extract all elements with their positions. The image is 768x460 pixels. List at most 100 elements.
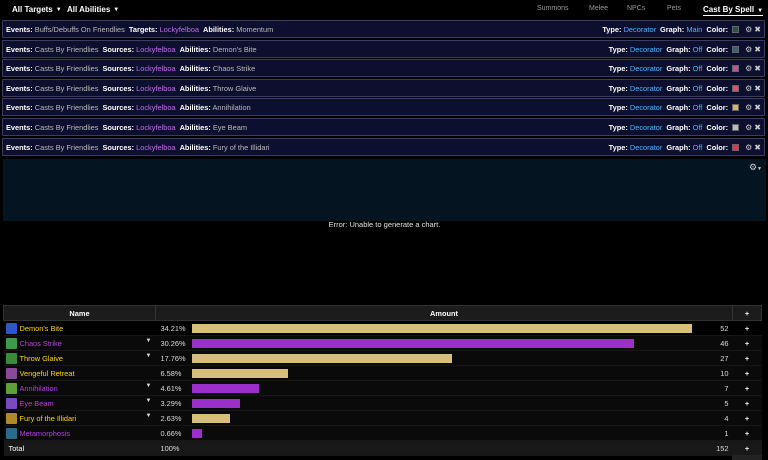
row-add-button[interactable]: +	[732, 395, 762, 411]
table-row[interactable]: Fury of the Illidari ▼ 2.63% 4 +	[3, 410, 762, 426]
gear-icon[interactable]: ⚙	[745, 103, 753, 113]
caret-down-icon[interactable]: ▼	[145, 338, 152, 344]
graph-value[interactable]: Off	[692, 64, 703, 74]
color-swatch[interactable]	[732, 65, 740, 73]
row-add-button[interactable]: +	[732, 335, 762, 351]
caret-down-icon: ▼	[757, 166, 762, 172]
tab-pets[interactable]: Pets	[667, 5, 682, 12]
tab-summons[interactable]: Summons	[537, 5, 569, 12]
table-row[interactable]: Vengeful Retreat 6.58% 10 +	[3, 365, 762, 381]
close-icon[interactable]: ✖	[754, 122, 761, 132]
caret-down-icon[interactable]: ▼	[145, 413, 152, 419]
amount-cell: 6.58% 10	[155, 365, 733, 381]
ability-name[interactable]: Eye Beam	[19, 398, 54, 408]
caret-down-icon: ▼	[55, 7, 62, 13]
gear-icon[interactable]: ⚙	[745, 142, 753, 152]
table-row[interactable]: Throw Glaive ▼ 17.76% 27 +	[3, 350, 762, 366]
gear-icon[interactable]: ⚙	[745, 64, 753, 74]
amount-cell: 17.76% 27	[155, 350, 733, 366]
tab-melee[interactable]: Melee	[589, 5, 609, 12]
type-value[interactable]: Decorator	[629, 44, 663, 54]
caret-down-icon[interactable]: ▼	[145, 353, 152, 359]
row-add-button[interactable]: +	[732, 410, 762, 426]
gear-icon[interactable]: ⚙	[745, 122, 753, 132]
ability-name[interactable]: Metamorphosis	[19, 428, 71, 438]
ability-name[interactable]: Vengeful Retreat	[19, 368, 75, 378]
source-label: Sources:	[102, 64, 135, 74]
type-value[interactable]: Decorator	[629, 64, 663, 74]
filter-row[interactable]: Events: Casts By Friendlies Sources: Lock…	[2, 39, 765, 58]
table-row[interactable]: Eye Beam ▼ 3.29% 5 +	[3, 395, 762, 411]
type-value[interactable]: Decorator	[629, 103, 663, 113]
row-add-button[interactable]: +	[732, 350, 762, 366]
tab-npcs[interactable]: NPCs	[627, 5, 646, 12]
graph-value[interactable]: Main	[686, 25, 703, 34]
top-bar: All Targets ▼ All Abilities ▼ Summons Mele…	[0, 0, 768, 18]
color-swatch[interactable]	[732, 84, 740, 92]
caret-down-icon[interactable]: ▼	[145, 383, 152, 389]
color-swatch[interactable]	[732, 123, 740, 131]
row-add-button[interactable]: +	[732, 380, 762, 396]
filter-row[interactable]: Events: Casts By Friendlies Sources: Lock…	[2, 137, 765, 156]
filter-row[interactable]: Events: Casts By Friendlies Sources: Lock…	[2, 98, 765, 117]
filter-options: Type: Decorator Graph: Off Color: ⚙ ✖	[609, 84, 761, 93]
ability-name[interactable]: Annihilation	[19, 383, 58, 393]
graph-value[interactable]: Off	[692, 122, 703, 132]
spell-icon	[5, 337, 17, 349]
color-swatch[interactable]	[732, 143, 740, 151]
table-row[interactable]: Demon's Bite 34.21% 52 +	[3, 320, 762, 336]
close-icon[interactable]: ✖	[754, 25, 761, 34]
all-targets-dropdown[interactable]: All Targets ▼	[12, 5, 62, 14]
bottom-scroll-button[interactable]	[732, 455, 762, 460]
row-add-button[interactable]: +	[732, 425, 762, 441]
type-value[interactable]: Decorator	[629, 83, 663, 93]
close-icon[interactable]: ✖	[754, 44, 761, 54]
add-column-button[interactable]: +	[732, 305, 762, 321]
ability-percentage: 17.76%	[160, 354, 186, 363]
all-abilities-dropdown[interactable]: All Abilities ▼	[67, 5, 119, 14]
chart-settings-button[interactable]: ⚙▼	[749, 162, 762, 173]
filter-row[interactable]: Events: Casts By Friendlies Sources: Lock…	[2, 78, 765, 97]
amount-column-header[interactable]: Amount	[155, 305, 733, 321]
amount-bar	[191, 369, 288, 378]
ability-name[interactable]: Chaos Strike	[19, 338, 62, 348]
name-column-header[interactable]: Name	[3, 305, 156, 321]
amount-cell: 0.66% 1	[155, 425, 733, 441]
graph-value[interactable]: Off	[692, 142, 703, 152]
caret-down-icon: ▼	[113, 7, 120, 13]
type-value[interactable]: Decorator	[629, 122, 663, 132]
ability-name[interactable]: Demon's Bite	[19, 323, 64, 333]
filter-row[interactable]: Events: Buffs/Debuffs On Friendlies Targe…	[2, 20, 765, 38]
graph-value[interactable]: Off	[692, 83, 703, 93]
tab-cast-by-spell[interactable]: Cast By Spell ▼	[703, 5, 764, 16]
gear-icon[interactable]: ⚙	[745, 44, 753, 54]
filter-row[interactable]: Events: Casts By Friendlies Sources: Lock…	[2, 117, 765, 136]
color-swatch[interactable]	[732, 104, 740, 112]
close-icon[interactable]: ✖	[754, 142, 761, 152]
ability-name[interactable]: Throw Glaive	[19, 353, 64, 363]
table-row[interactable]: Metamorphosis 0.66% 1 +	[3, 425, 762, 441]
type-value[interactable]: Decorator	[623, 25, 657, 34]
close-icon[interactable]: ✖	[754, 64, 761, 74]
graph-value[interactable]: Off	[692, 103, 703, 113]
gear-icon[interactable]: ⚙	[745, 83, 753, 93]
row-add-button[interactable]: +	[732, 320, 762, 336]
type-value[interactable]: Decorator	[629, 142, 663, 152]
gear-icon[interactable]: ⚙	[745, 25, 753, 34]
ability-count: 7	[724, 384, 729, 393]
total-expand-button[interactable]: +	[732, 440, 762, 456]
events-value: Casts By Friendlies	[34, 103, 99, 113]
close-icon[interactable]: ✖	[754, 83, 761, 93]
type-label: Type:	[608, 44, 628, 54]
ability-name[interactable]: Fury of the Illidari	[19, 413, 77, 423]
close-icon[interactable]: ✖	[754, 103, 761, 113]
color-swatch[interactable]	[732, 26, 740, 33]
color-swatch[interactable]	[732, 45, 740, 53]
filter-row[interactable]: Events: Casts By Friendlies Sources: Lock…	[2, 59, 765, 78]
chart-lower-area	[3, 221, 766, 303]
table-row[interactable]: Annihilation ▼ 4.61% 7 +	[3, 380, 762, 396]
graph-value[interactable]: Off	[692, 44, 703, 54]
row-add-button[interactable]: +	[732, 365, 762, 381]
table-row[interactable]: Chaos Strike ▼ 30.26% 46 +	[3, 335, 762, 351]
caret-down-icon[interactable]: ▼	[145, 398, 152, 404]
